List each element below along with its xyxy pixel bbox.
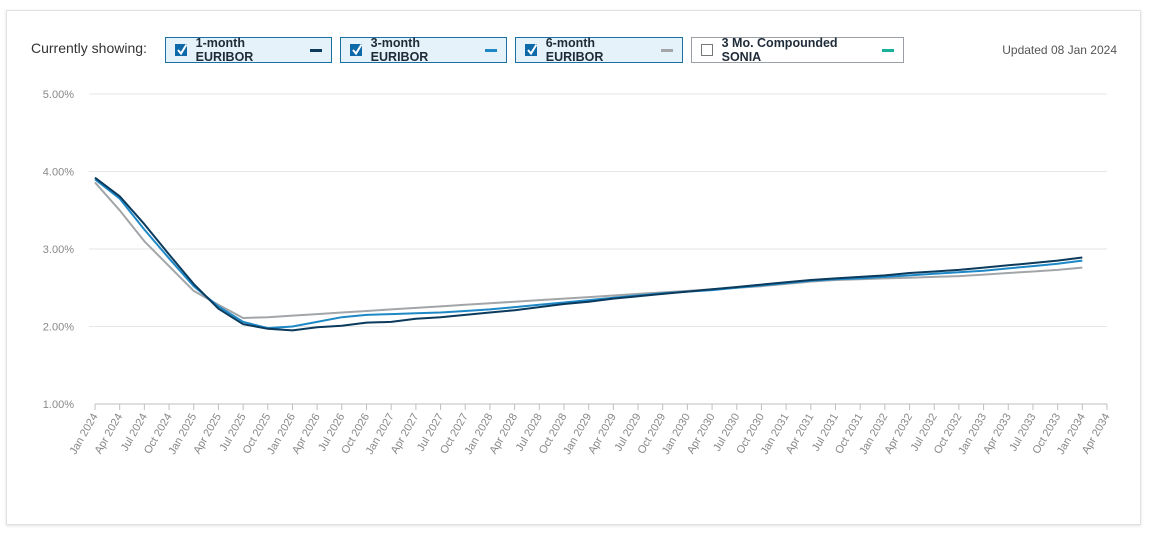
series-line-1 bbox=[94, 178, 1083, 330]
checkbox-icon[interactable] bbox=[701, 44, 713, 56]
series-line-0 bbox=[94, 176, 1083, 332]
series-swatch bbox=[661, 48, 673, 52]
series-swatch bbox=[485, 48, 497, 52]
y-tick-label: 3.00% bbox=[43, 244, 74, 256]
y-tick-label: 2.00% bbox=[43, 322, 74, 334]
checkbox-icon[interactable] bbox=[175, 43, 188, 56]
toggle-1m-euribor[interactable]: 1-month EURIBOR bbox=[165, 36, 332, 64]
checkbox-icon[interactable] bbox=[350, 43, 363, 56]
currently-showing-label: Currently showing: bbox=[31, 40, 147, 56]
toggle-6m-euribor[interactable]: 6-month EURIBOR bbox=[515, 36, 683, 64]
updated-timestamp: Updated 08 Jan 2024 bbox=[1002, 43, 1117, 57]
y-tick-label: 1.00% bbox=[43, 399, 74, 411]
toggle-label: 6-month EURIBOR bbox=[545, 36, 604, 64]
series-line-2 bbox=[94, 181, 1083, 319]
toggle-3m-sonia[interactable]: 3 Mo. Compounded SONIA bbox=[691, 36, 904, 64]
checkbox-icon[interactable] bbox=[525, 43, 538, 56]
y-tick-label: 4.00% bbox=[43, 167, 74, 179]
toggle-label: 3-month EURIBOR bbox=[370, 36, 429, 64]
series-swatch bbox=[882, 48, 894, 52]
toggle-label: 1-month EURIBOR bbox=[195, 36, 254, 64]
chart-card bbox=[6, 10, 1141, 525]
y-tick-label: 5.00% bbox=[43, 89, 74, 101]
toggle-label: 3 Mo. Compounded SONIA bbox=[721, 36, 838, 64]
toggle-3m-euribor[interactable]: 3-month EURIBOR bbox=[340, 36, 507, 64]
series-swatch bbox=[310, 48, 322, 52]
